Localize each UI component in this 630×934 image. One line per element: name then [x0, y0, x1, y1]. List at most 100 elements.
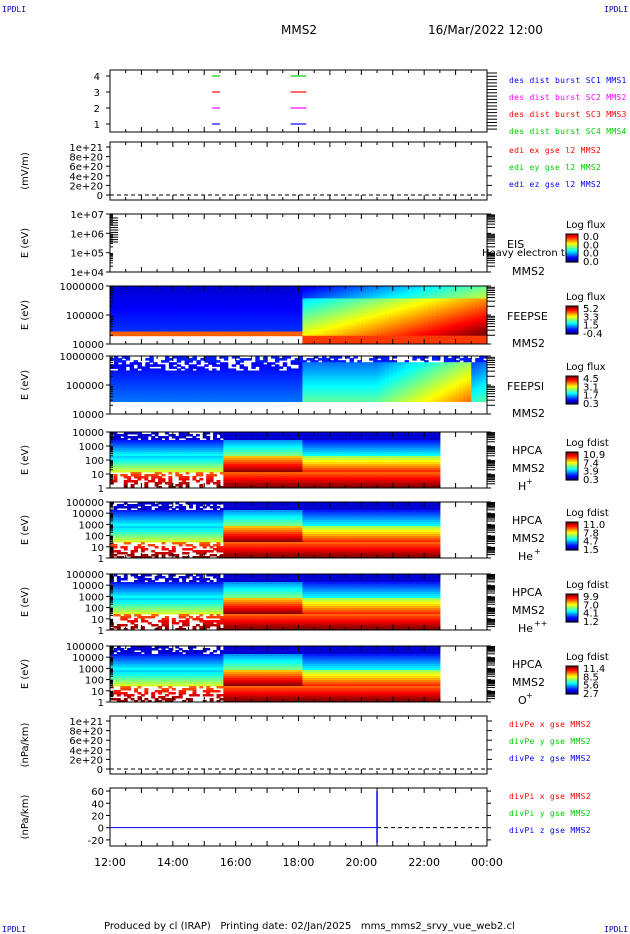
spectrogram-cell: [145, 385, 150, 388]
spectrogram-cell: [176, 323, 182, 326]
spectrogram-cell: [164, 315, 170, 318]
spectrogram-cell: [274, 288, 280, 291]
legend-entry: des dist burst SC3 MMS3: [509, 110, 627, 119]
spectrogram-cell: [259, 294, 264, 297]
spectrogram-cell: [306, 341, 311, 345]
spectrogram-cell: [455, 290, 461, 293]
spectrogram-cell: [231, 306, 237, 310]
spectrogram-cell: [121, 300, 127, 304]
spectrogram-cell: [341, 339, 347, 343]
spectrogram-cell: [263, 290, 268, 293]
spectrogram-cell: [416, 339, 421, 343]
spectrogram-cell: [337, 296, 343, 299]
spectrogram-cell: [302, 339, 307, 343]
spectrogram-cell: [192, 317, 197, 320]
spectrogram-cell: [263, 292, 268, 295]
spectrogram-cell: [113, 393, 119, 396]
spectrogram-cell: [412, 321, 417, 324]
spectrogram-cell: [306, 296, 311, 299]
spectrogram-cell: [137, 292, 142, 295]
spectrogram-cell: [451, 335, 457, 339]
spectrogram-cell: [333, 331, 339, 335]
spectrogram-cell: [479, 325, 484, 328]
spectrogram-cell: [416, 321, 421, 324]
spectrogram-cell: [483, 292, 488, 295]
spectrogram-cell: [133, 325, 138, 328]
spectrogram-cell: [110, 300, 115, 304]
spectrogram-cell: [479, 329, 484, 333]
colorbar-band: [566, 254, 578, 256]
spectrogram-cell: [235, 304, 241, 308]
spectrogram-cell: [180, 325, 186, 328]
spectrogram-cell: [345, 290, 351, 293]
spectrogram-cell: [157, 298, 162, 301]
spectrogram-cell: [314, 302, 319, 306]
spectrogram-cell: [121, 356, 127, 359]
spectrogram-cell: [447, 339, 453, 343]
spectrogram-cell: [428, 319, 433, 322]
spectrogram-cell: [377, 308, 382, 312]
spectrogram-cell: [196, 321, 201, 324]
spectrogram-cell: [353, 300, 358, 304]
spectrogram-cell: [145, 364, 150, 367]
spectrogram-cell: [204, 300, 209, 304]
spectrogram-cell: [483, 290, 488, 293]
spectrogram-cell: [373, 317, 378, 320]
legend-entry: edi ex gse l2 MMS2: [509, 146, 601, 155]
spectrogram-cell: [365, 310, 370, 314]
spectrogram-cell: [314, 329, 319, 333]
spectrogram-cell: [306, 325, 311, 328]
spectrogram-cell: [318, 306, 323, 310]
spectrogram-cell: [172, 302, 178, 306]
spectrogram-cell: [447, 304, 453, 308]
spectrogram-cell: [188, 306, 193, 310]
spectrogram-cell: [408, 306, 413, 310]
spectrogram-cell: [235, 292, 241, 295]
spectrogram-cell: [125, 387, 131, 390]
y-tick-label: 8e+20: [69, 727, 103, 738]
spectrogram-cell: [239, 317, 245, 320]
spectrogram-cell: [341, 302, 347, 306]
spectrogram-cell: [161, 298, 166, 301]
spectrogram-cell: [432, 290, 437, 293]
spectrogram-cell: [408, 323, 413, 326]
legend-entry: des dist burst SC2 MMS2: [509, 93, 627, 102]
spectrogram-cell: [337, 325, 343, 328]
spectrogram-cell: [216, 294, 221, 297]
spectrogram-cell: [125, 393, 131, 396]
spectrogram-cell: [168, 329, 174, 333]
spectrogram-cell: [141, 323, 146, 326]
spectrogram-cell: [110, 391, 115, 394]
spectrogram-cell: [310, 306, 315, 310]
spectrogram-cell: [164, 308, 170, 312]
spectrogram-cell: [267, 319, 272, 322]
spectrogram-cell: [113, 294, 119, 297]
spectrogram-cell: [432, 319, 437, 322]
spectrogram-cell: [216, 310, 221, 314]
spectrogram-cell: [141, 312, 146, 316]
spectrogram-cell: [164, 294, 170, 297]
spectrogram-cell: [361, 341, 366, 345]
spectrogram-cell: [322, 339, 327, 343]
spectrogram-cell: [239, 360, 245, 363]
spectrogram-cell: [384, 323, 390, 326]
spectrogram-cell: [125, 294, 131, 297]
spectrogram-cell: [463, 294, 468, 297]
spectrogram-cell: [400, 292, 406, 295]
spectrogram-cell: [325, 341, 331, 345]
spectrogram-cell: [447, 327, 453, 330]
spectrogram-cell: [231, 327, 237, 330]
spectrogram-cell: [113, 360, 119, 363]
spectrogram-cell: [424, 304, 429, 308]
spectrogram-cell: [208, 362, 213, 365]
spectrogram-cell: [408, 315, 413, 318]
spectrogram-cell: [196, 315, 201, 318]
spectrogram-cell: [113, 399, 119, 403]
spectrogram-cell: [172, 290, 178, 293]
spectrogram-cell: [216, 302, 221, 306]
spectrogram-cell: [435, 329, 441, 333]
spectrogram-cell: [337, 312, 343, 316]
spectrogram-cell: [369, 292, 374, 295]
spectrogram-cell: [369, 306, 374, 310]
